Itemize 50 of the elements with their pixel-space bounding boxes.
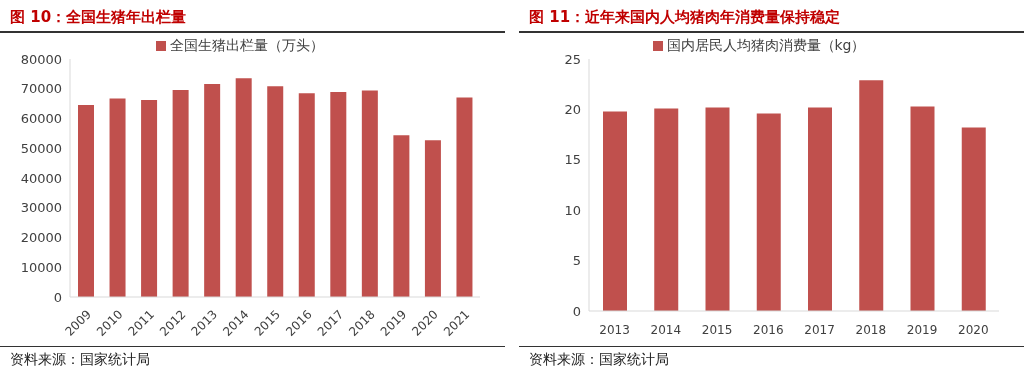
y-tick-label: 50000 <box>20 140 62 156</box>
bar <box>78 105 94 297</box>
y-tick-label: 0 <box>572 303 581 319</box>
bar <box>910 106 935 311</box>
bar <box>109 98 126 297</box>
y-tick-label: 15 <box>564 152 581 168</box>
chart-title: 图 10：全国生猪年出栏量 <box>0 0 505 33</box>
x-tick-label: 2019 <box>906 322 938 337</box>
y-tick-label: 5 <box>572 253 581 269</box>
y-tick-label: 0 <box>53 289 62 305</box>
y-tick-label: 80000 <box>20 51 62 67</box>
bar <box>361 90 378 297</box>
y-tick-label: 25 <box>564 51 581 67</box>
bar <box>172 89 189 297</box>
y-tick-label: 30000 <box>20 200 62 216</box>
x-tick-label: 2018 <box>855 322 887 337</box>
bar <box>756 113 781 311</box>
x-tick-label: 2017 <box>804 322 835 337</box>
bar <box>330 92 347 297</box>
bar <box>141 100 158 297</box>
y-tick-label: 70000 <box>20 81 62 97</box>
bar <box>603 111 627 311</box>
bar <box>235 78 252 297</box>
x-tick-label: 2014 <box>650 322 682 337</box>
bar <box>808 107 832 311</box>
bar <box>859 80 884 311</box>
chart-title: 图 11：近年来国内人均猪肉年消费量保持稳定 <box>519 0 1024 33</box>
bar <box>456 97 473 297</box>
legend-label: 国内居民人均猪肉消费量（kg） <box>666 37 866 53</box>
x-tick-label: 2015 <box>701 322 733 337</box>
bar <box>654 108 679 311</box>
bar <box>705 107 730 311</box>
y-tick-label: 20000 <box>20 230 62 246</box>
bar <box>961 127 986 311</box>
x-tick-label: 2013 <box>599 322 630 337</box>
x-tick-label: 2016 <box>753 322 784 337</box>
text: 资料来源：国家统计局 <box>529 351 670 369</box>
bar <box>393 135 410 297</box>
y-tick-label: 20 <box>564 102 581 118</box>
y-tick-label: 40000 <box>20 170 62 186</box>
bar <box>204 83 221 297</box>
x-tick-label: 2020 <box>958 322 989 337</box>
text: 资料来源：国家统计局 <box>10 351 151 369</box>
legend-label: 全国生猪出栏量（万头） <box>170 37 324 53</box>
y-tick-label: 10000 <box>20 259 62 275</box>
y-tick-label: 10 <box>564 202 581 218</box>
bar <box>298 93 315 297</box>
bar <box>424 140 441 297</box>
bar <box>267 86 284 297</box>
y-tick-label: 60000 <box>20 111 62 127</box>
